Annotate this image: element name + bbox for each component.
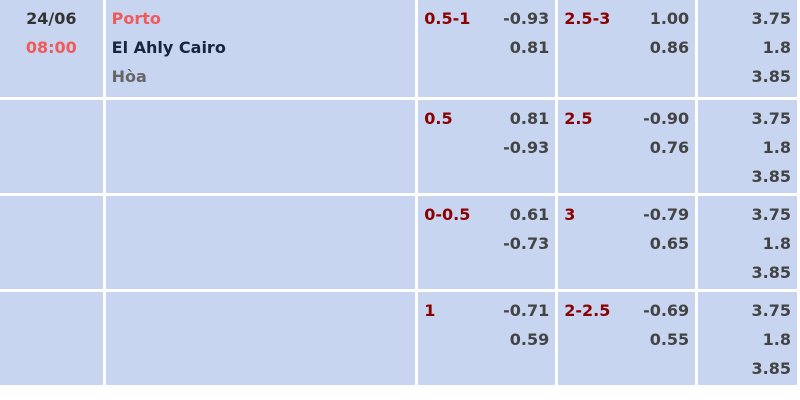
date-cell [0, 100, 103, 193]
handicap-cell: 0.5-1 -0.93 0.81 [418, 0, 556, 97]
handicap-away-odds: -0.93 [503, 138, 550, 157]
home-win-odds: 3.75 [751, 205, 791, 224]
over-odds: -0.79 [643, 205, 690, 224]
draw-odds: 3.85 [751, 263, 791, 282]
away-win-odds: 1.8 [762, 138, 791, 157]
over-odds: -0.90 [643, 109, 690, 128]
draw-odds: 3.85 [751, 67, 791, 86]
handicap-cell: 0-0.5 0.61 -0.73 [418, 196, 556, 289]
match-time: 08:00 [25, 38, 77, 57]
handicap-home-odds: 0.61 [509, 205, 550, 224]
total-line: 3 [564, 205, 576, 224]
home-win-odds: 3.75 [751, 9, 791, 28]
handicap-line: 0.5-1 [424, 9, 471, 28]
date-cell: 24/06 08:00 [0, 0, 103, 97]
home-team: Porto [111, 9, 161, 28]
home-win-odds: 3.75 [751, 301, 791, 320]
teams-cell [105, 292, 416, 385]
total-line: 2.5 [564, 109, 593, 128]
teams-cell [105, 196, 416, 289]
under-odds: 0.86 [649, 38, 690, 57]
handicap-away-odds: 0.81 [509, 38, 550, 57]
handicap-line: 0-0.5 [424, 205, 471, 224]
1x2-cell: 3.75 1.8 3.85 [698, 100, 797, 193]
under-odds: 0.76 [649, 138, 690, 157]
draw-odds: 3.85 [751, 359, 791, 378]
away-win-odds: 1.8 [762, 38, 791, 57]
under-odds: 0.65 [649, 234, 690, 253]
odds-row: 1 -0.71 0.59 2-2.5 -0.69 0.55 3.75 1.8 3.85 [0, 292, 797, 385]
handicap-away-odds: -0.73 [503, 234, 550, 253]
handicap-home-odds: -0.71 [503, 301, 550, 320]
away-win-odds: 1.8 [762, 330, 791, 349]
over-odds: 1.00 [649, 9, 690, 28]
odds-table: 24/06 08:00 Porto El Ahly Cairo Hòa 0.5-1 -0… [0, 0, 797, 385]
total-cell: 2-2.5 -0.69 0.55 [558, 292, 696, 385]
1x2-cell: 3.75 1.8 3.85 [698, 292, 797, 385]
teams-cell: Porto El Ahly Cairo Hòa [105, 0, 416, 97]
total-line: 2-2.5 [564, 301, 611, 320]
handicap-line: 1 [424, 301, 436, 320]
date-cell [0, 196, 103, 289]
odds-row: 24/06 08:00 Porto El Ahly Cairo Hòa 0.5-1 -0… [0, 0, 797, 97]
handicap-home-odds: 0.81 [509, 109, 550, 128]
handicap-home-odds: -0.93 [503, 9, 550, 28]
handicap-cell: 1 -0.71 0.59 [418, 292, 556, 385]
handicap-cell: 0.5 0.81 -0.93 [418, 100, 556, 193]
under-odds: 0.55 [649, 330, 690, 349]
teams-cell [105, 100, 416, 193]
date-cell [0, 292, 103, 385]
away-team: El Ahly Cairo [111, 38, 226, 57]
odds-row: 0-0.5 0.61 -0.73 3 -0.79 0.65 3.75 1.8 3.85 [0, 196, 797, 289]
1x2-cell: 3.75 1.8 3.85 [698, 0, 797, 97]
over-odds: -0.69 [643, 301, 690, 320]
draw-odds: 3.85 [751, 167, 791, 186]
home-win-odds: 3.75 [751, 109, 791, 128]
draw-label: Hòa [111, 67, 147, 86]
match-date: 24/06 [26, 9, 77, 28]
total-cell: 2.5 -0.90 0.76 [558, 100, 696, 193]
handicap-away-odds: 0.59 [509, 330, 550, 349]
away-win-odds: 1.8 [762, 234, 791, 253]
total-cell: 3 -0.79 0.65 [558, 196, 696, 289]
total-cell: 2.5-3 1.00 0.86 [558, 0, 696, 97]
1x2-cell: 3.75 1.8 3.85 [698, 196, 797, 289]
handicap-line: 0.5 [424, 109, 453, 128]
total-line: 2.5-3 [564, 9, 611, 28]
odds-row: 0.5 0.81 -0.93 2.5 -0.90 0.76 3.75 1.8 3.85 [0, 100, 797, 193]
